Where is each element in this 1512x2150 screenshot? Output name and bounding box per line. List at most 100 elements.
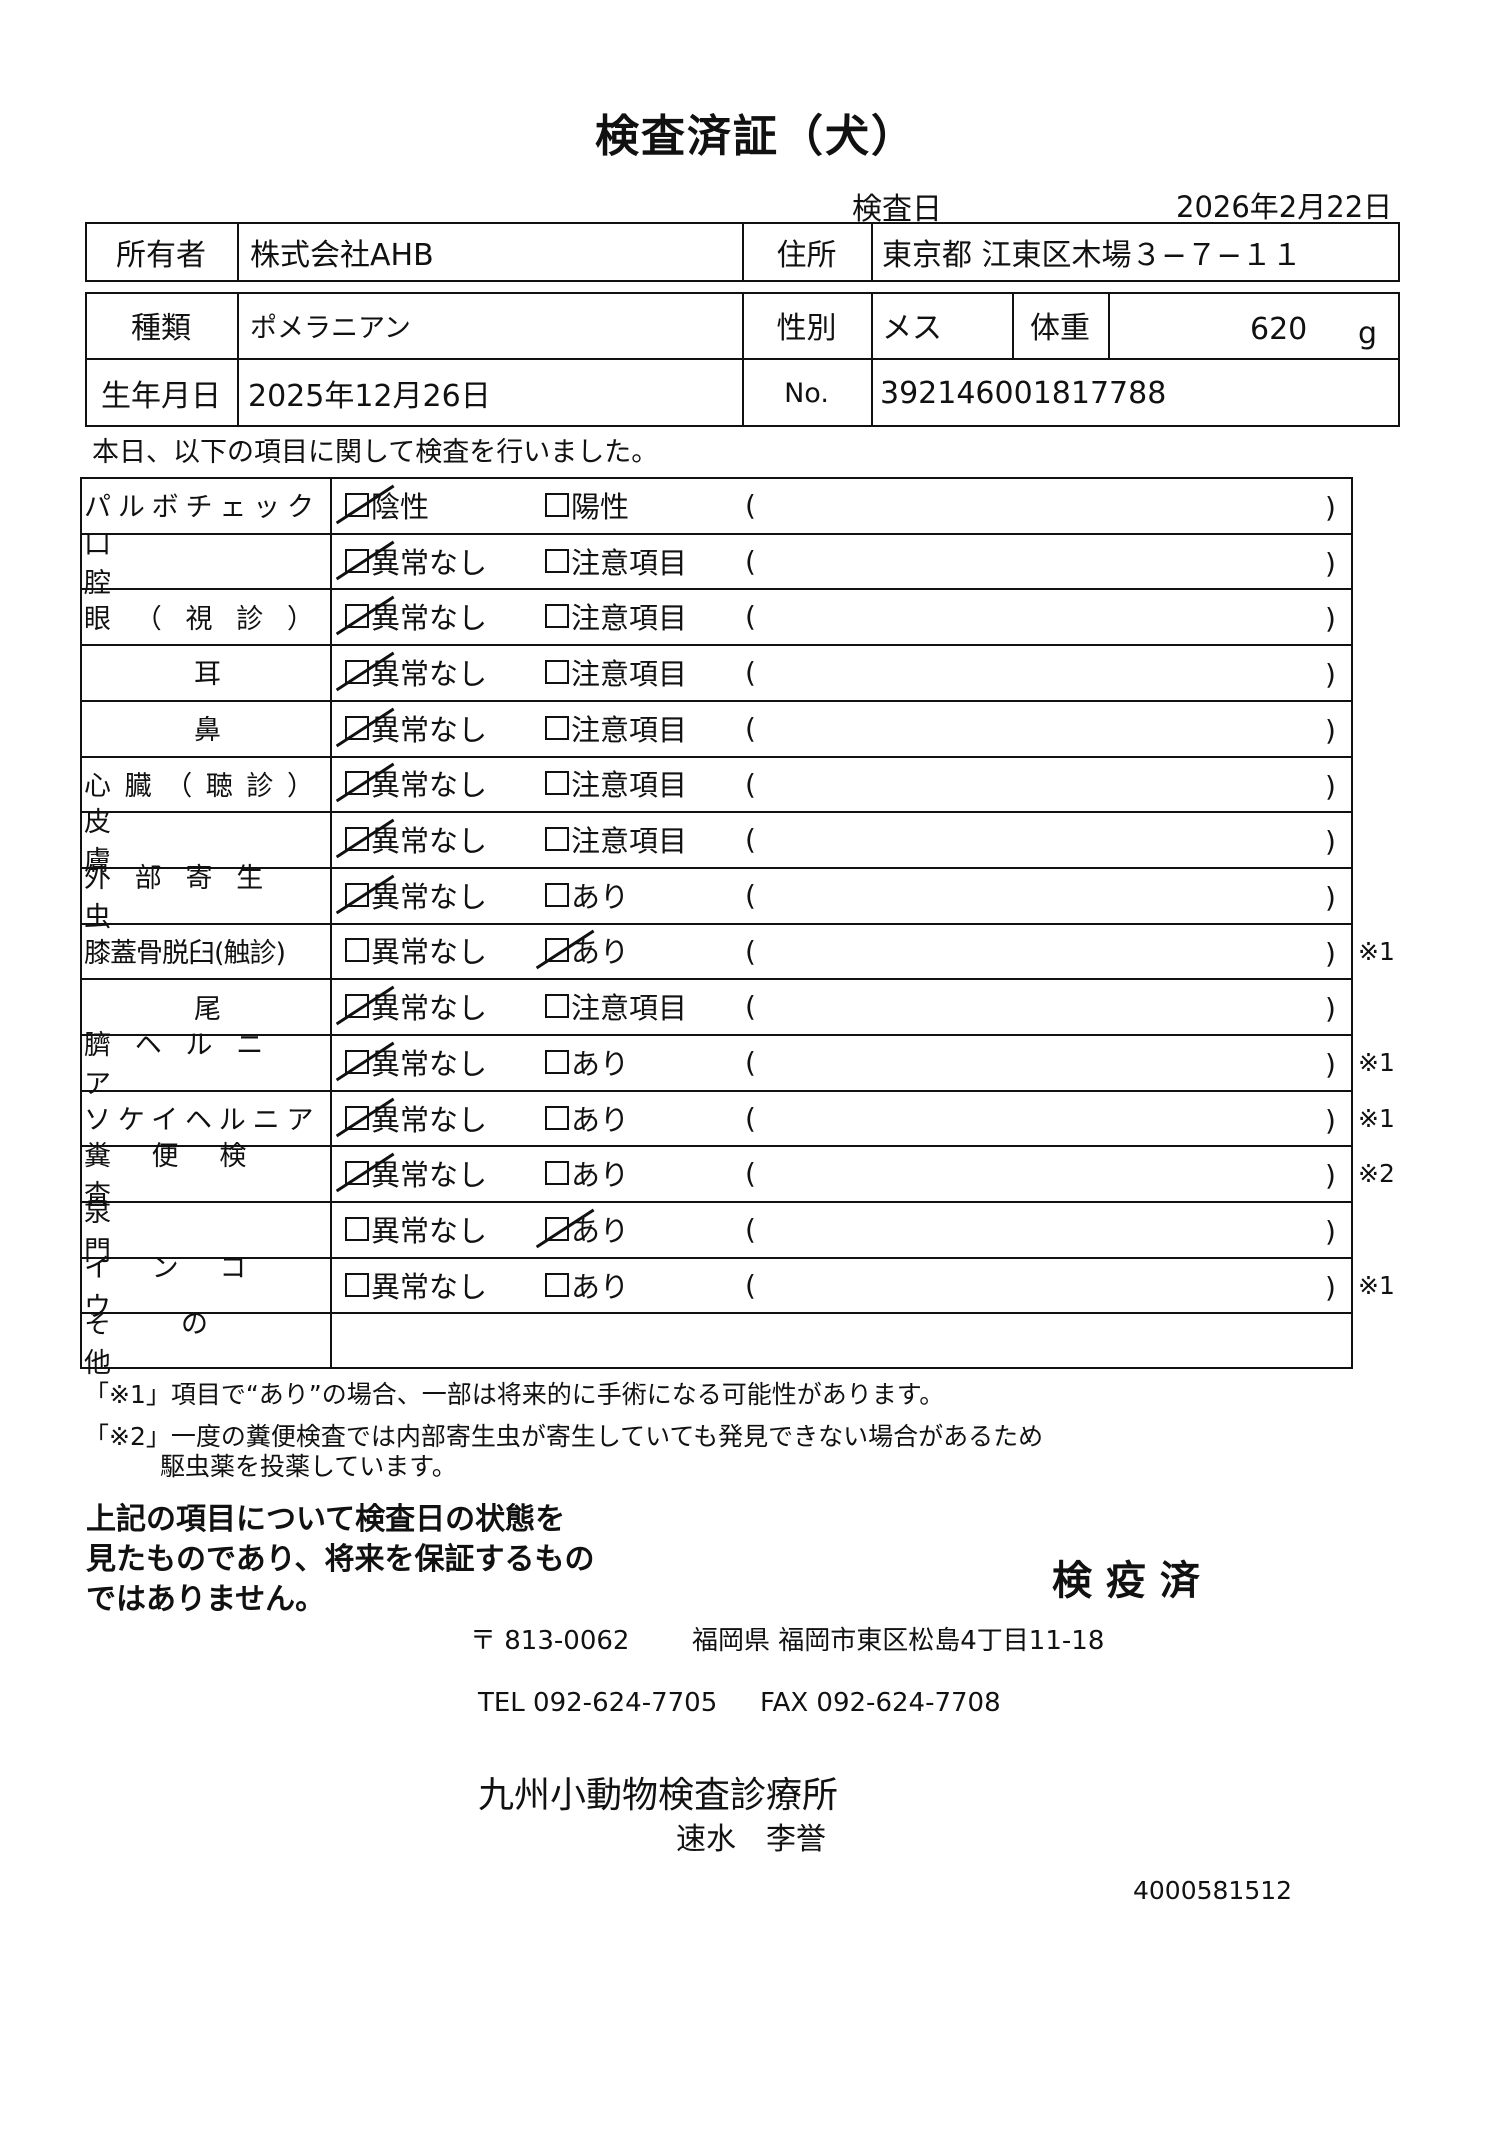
checkbox[interactable] [335,985,395,1025]
option-2[interactable]: 注意項目 [545,533,687,589]
checkbox[interactable] [335,874,395,914]
option-1[interactable]: 異常なし [335,978,487,1034]
option-1[interactable]: 異常なし [335,1090,488,1146]
row-label-text: ソケイヘルニア [84,1105,321,1137]
checkbox[interactable] [545,492,569,517]
option-1[interactable]: 陰性 [335,477,429,533]
checkbox[interactable] [335,763,395,803]
fax-number: FAX 092-624-7708 [760,1688,1001,1718]
checkbox[interactable] [545,1161,569,1186]
checkbox[interactable] [345,1216,369,1241]
option-label: 注意項目 [571,824,688,859]
row-note: ※1 [1358,936,1395,966]
option-2[interactable]: 注意項目 [545,811,687,867]
option-2[interactable]: あり [545,1257,629,1313]
checkbox[interactable] [545,771,569,796]
row-label: 外部寄生虫 [80,863,330,933]
open-paren: ( [745,1101,756,1135]
option-label: 異常なし [371,1102,488,1137]
option-label: あり [571,935,630,970]
option-2[interactable]: あり [545,1034,629,1090]
footnote-1: 「※1」項目で“あり”の場合、一部は将来的に手術になる可能性があります。 [84,1380,945,1409]
option-2[interactable]: あり [535,1201,629,1257]
option-label: あり [571,879,630,914]
option-2[interactable]: 注意項目 [545,644,687,700]
option-2[interactable]: 陽性 [545,477,629,533]
row-label: 心臓（聴診） [80,756,330,812]
option-1[interactable]: 異常なし [345,923,487,979]
option-1[interactable]: 異常なし [335,1034,487,1090]
checkbox[interactable] [335,484,395,524]
open-paren: ( [745,1046,756,1079]
option-1[interactable]: 異常なし [345,1201,487,1257]
address-value: 東京都 江東区木場３−７−１１ [882,238,1302,273]
checkbox[interactable] [335,651,395,691]
row-label-text: インコウ [84,1252,287,1323]
footnote-2-cont: 駆虫薬を投薬しています。 [160,1452,457,1481]
close-paren: ) [1325,1048,1336,1081]
row-label-text: パルボチェック [84,492,321,524]
checkbox[interactable] [545,1105,569,1130]
inspection-date-label: 検査日 [852,192,942,227]
row-label: インコウ [80,1253,330,1323]
checkbox[interactable] [545,1049,569,1074]
option-label: 異常なし [371,545,488,580]
row-label: ソケイヘルニア [80,1090,330,1146]
option-label: 注意項目 [571,601,688,636]
checkbox[interactable] [545,1272,569,1297]
checkbox[interactable] [545,994,569,1019]
option-2[interactable]: 注意項目 [545,978,687,1034]
checkbox[interactable] [535,1208,595,1248]
footnote-2: 「※2」一度の糞便検査では内部寄生虫が寄生していても発見できない場合があるため [84,1422,1044,1451]
option-1[interactable]: 異常なし [335,1145,487,1201]
checkbox[interactable] [335,595,395,636]
option-label: あり [571,1269,630,1304]
checkbox[interactable] [545,548,569,573]
option-1[interactable]: 異常なし [345,1257,487,1313]
checkbox[interactable] [545,827,569,852]
open-paren: ( [745,1157,756,1191]
option-2[interactable]: 注意項目 [545,588,687,644]
row-label: 口腔 [80,529,330,599]
checkbox[interactable] [335,1097,395,1137]
option-label: 異常なし [371,879,488,914]
checkbox[interactable] [335,1041,395,1081]
option-1[interactable]: 異常なし [335,588,487,644]
row-label: 鼻 [80,700,330,756]
checkbox[interactable] [345,938,369,963]
option-1[interactable]: 異常なし [335,756,487,812]
option-1[interactable]: 異常なし [335,644,487,700]
option-1[interactable]: 異常なし [335,700,488,756]
row-label-text: 尾 [194,993,221,1025]
row-label: 臍ヘルニア [80,1030,330,1100]
checkbox[interactable] [345,1272,369,1297]
option-2[interactable]: 注意項目 [545,700,687,756]
option-label: 異常なし [371,712,488,747]
option-1[interactable]: 異常なし [335,811,487,867]
postal-code: 〒 813-0062 [470,1626,630,1656]
checkbox[interactable] [335,540,395,580]
close-paren: ) [1325,1270,1336,1304]
no-label: No. [784,377,829,409]
option-2[interactable]: あり [545,1145,629,1201]
owner-value: 株式会社AHB [250,238,434,273]
checkbox[interactable] [335,818,395,858]
option-2[interactable]: 注意項目 [545,756,687,812]
option-1[interactable]: 異常なし [335,533,488,589]
intro-text: 本日、以下の項目に関して検査を行いました。 [92,437,659,468]
other-label-text: その他 [84,1309,278,1379]
option-2[interactable]: あり [545,867,629,923]
checkbox[interactable] [335,1152,395,1193]
option-2[interactable]: あり [535,923,630,979]
close-paren: ) [1325,992,1336,1026]
checkbox[interactable] [545,882,569,907]
checkbox[interactable] [535,930,595,970]
document-number: 4000581512 [1133,1876,1293,1905]
option-1[interactable]: 異常なし [335,867,488,923]
close-paren: ) [1325,1159,1336,1193]
checkbox[interactable] [545,659,569,684]
checkbox[interactable] [335,707,395,747]
checkbox[interactable] [545,715,569,740]
checkbox[interactable] [545,604,569,629]
option-2[interactable]: あり [545,1090,629,1146]
